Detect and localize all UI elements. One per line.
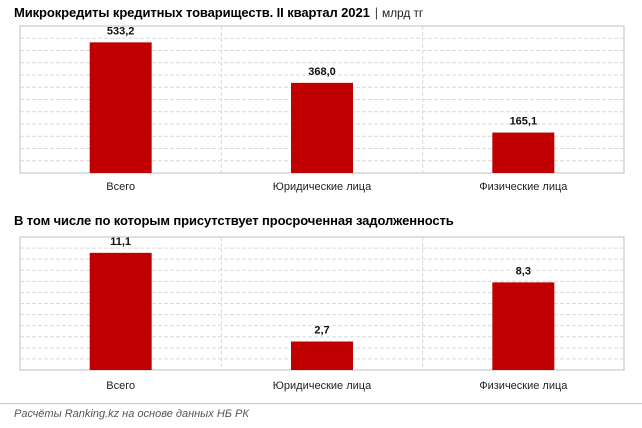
bar-chart-total-microcredits: 533,2 Всего 368,0 Юридические лица 165,1 Физи… xyxy=(19,25,625,193)
unit-label: млрд тг xyxy=(381,6,424,20)
data-label: 368,0 xyxy=(308,66,336,78)
chart-title: Микрокредиты кредитных товариществ. II к… xyxy=(14,5,423,20)
bar xyxy=(89,252,152,370)
category-label: Физические лица xyxy=(479,181,568,193)
data-label: 533,2 xyxy=(107,25,135,37)
data-label: 165,1 xyxy=(510,116,538,128)
bar xyxy=(89,42,152,174)
data-label: 11,1 xyxy=(110,236,131,248)
category-label: Юридические лица xyxy=(273,181,372,193)
chart-title-text: Микрокредиты кредитных товариществ. II к… xyxy=(14,5,370,20)
source-note: Расчёты Ranking.kz на основе данных НБ Р… xyxy=(14,408,249,420)
source-divider xyxy=(0,403,642,404)
data-label: 2,7 xyxy=(314,325,329,337)
bar xyxy=(492,282,555,370)
bar xyxy=(291,341,353,370)
chart-subtitle: В том числе по которым присутствует прос… xyxy=(14,213,454,228)
category-label: Юридические лица xyxy=(273,380,372,392)
bar xyxy=(291,82,353,173)
category-label: Всего xyxy=(106,181,135,193)
category-label: Всего xyxy=(106,380,135,392)
bar-chart-overdue-microcredits: 11,1 Всего 2,7 Юридические лица 8,3 Физически… xyxy=(19,236,625,392)
data-label: 8,3 xyxy=(516,265,531,277)
bar xyxy=(492,132,555,173)
title-separator: | xyxy=(374,5,378,20)
category-label: Физические лица xyxy=(479,380,568,392)
